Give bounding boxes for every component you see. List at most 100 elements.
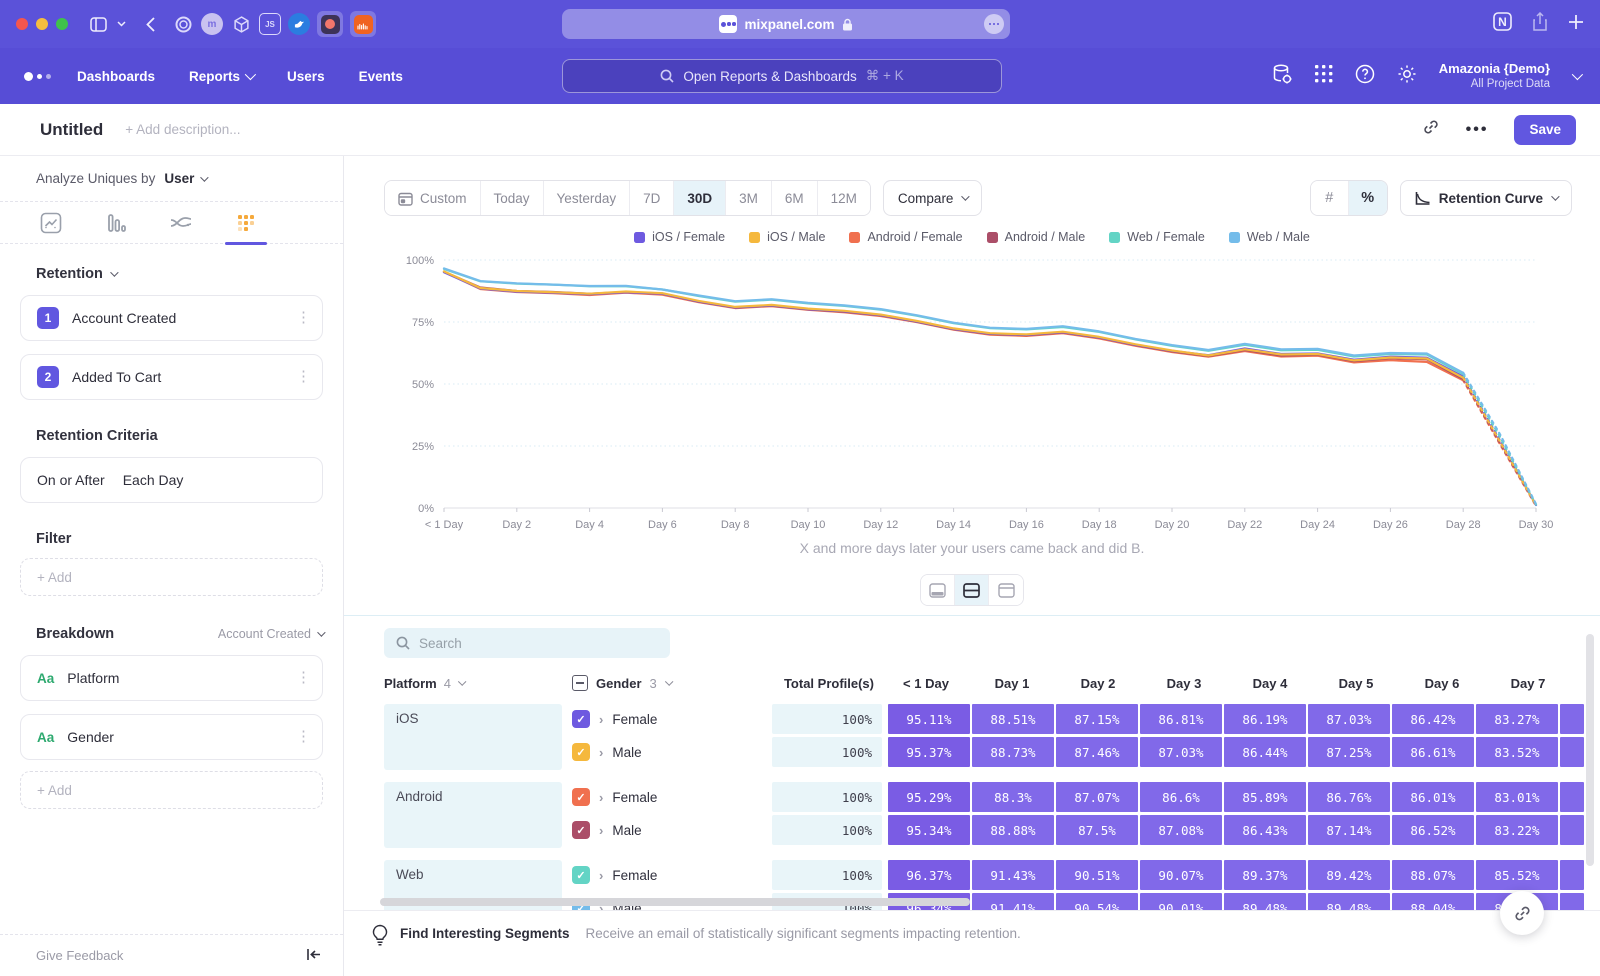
add-filter-button[interactable]: + Add (20, 558, 323, 596)
tab-m-avatar-icon[interactable]: m (201, 13, 223, 35)
view-split-button[interactable] (955, 575, 989, 605)
global-search-input[interactable]: Open Reports & Dashboards ⌘ + K (562, 59, 1002, 93)
retention-section-heading[interactable]: Retention (36, 266, 323, 282)
legend-item[interactable]: iOS / Male (749, 230, 825, 244)
retention-value-cell: 90.07% (1140, 860, 1222, 890)
platform-column-header[interactable]: Platform 4 (384, 676, 572, 691)
url-more-icon[interactable] (984, 14, 1004, 34)
breakdown-platform[interactable]: Aa Platform ⋮ (20, 655, 323, 701)
project-chevron-icon[interactable] (1572, 69, 1583, 80)
tab-red-dot-app-icon[interactable] (317, 11, 343, 37)
expand-row-icon[interactable]: › (599, 868, 603, 883)
back-icon[interactable] (138, 12, 162, 36)
minimize-window-button[interactable] (36, 18, 48, 30)
report-title[interactable]: Untitled (40, 120, 103, 140)
data-management-icon[interactable] (1271, 63, 1293, 90)
series-checkbox[interactable]: ✓ (572, 743, 590, 761)
nav-item-events[interactable]: Events (359, 69, 403, 84)
report-description-field[interactable]: + Add description... (125, 122, 240, 137)
day-column-header: Day 3 (1142, 676, 1226, 691)
nav-item-dashboards[interactable]: Dashboards (77, 69, 155, 84)
settings-gear-icon[interactable] (1397, 64, 1417, 89)
range-6m[interactable]: 6M (772, 181, 818, 215)
tab-funnels[interactable] (95, 202, 137, 244)
tab-insights[interactable] (30, 202, 72, 244)
tab-retention[interactable] (225, 202, 267, 244)
expand-row-icon[interactable]: › (599, 745, 603, 760)
retention-step-1[interactable]: 1 Account Created ⋮ (20, 295, 323, 341)
view-table-only-button[interactable] (989, 575, 1023, 605)
project-switcher[interactable]: Amazonia {Demo} All Project Data (1439, 61, 1550, 92)
breakdown-menu-icon[interactable]: ⋮ (296, 734, 308, 739)
range-7d[interactable]: 7D (630, 181, 674, 215)
give-feedback-link[interactable]: Give Feedback (36, 948, 123, 963)
range-yesterday[interactable]: Yesterday (544, 181, 631, 215)
breakdown-scope-dropdown[interactable]: Account Created (218, 627, 323, 641)
compare-button[interactable]: Compare (883, 180, 983, 216)
legend-item[interactable]: Web / Female (1109, 230, 1205, 244)
tab-javascript-icon[interactable]: JS (259, 13, 281, 35)
share-link-fab[interactable] (1500, 891, 1544, 935)
horizontal-scrollbar[interactable] (380, 898, 970, 906)
tab-cube-icon[interactable] (230, 13, 252, 35)
expand-row-icon[interactable]: › (599, 790, 603, 805)
apps-grid-icon[interactable] (1315, 65, 1333, 88)
analyze-entity-dropdown[interactable]: User (164, 171, 194, 186)
segments-title[interactable]: Find Interesting Segments (400, 926, 570, 941)
collapse-sidebar-icon[interactable] (306, 948, 321, 964)
legend-item[interactable]: Android / Female (849, 230, 962, 244)
step-menu-icon[interactable]: ⋮ (296, 374, 308, 379)
tab-soundcloud-icon[interactable] (350, 11, 376, 37)
range-30d[interactable]: 30D (674, 181, 726, 215)
mixpanel-logo[interactable] (24, 72, 51, 81)
retention-value-cell-partial (1560, 860, 1584, 890)
nav-item-users[interactable]: Users (287, 69, 325, 84)
expand-row-icon[interactable]: › (599, 712, 603, 727)
new-tab-icon[interactable] (1568, 14, 1584, 35)
help-icon[interactable] (1355, 64, 1375, 89)
legend-item[interactable]: iOS / Female (634, 230, 725, 244)
series-checkbox[interactable]: ✓ (572, 821, 590, 839)
browser-sidebar-icon[interactable] (86, 12, 110, 36)
maximize-window-button[interactable] (56, 18, 68, 30)
url-bar[interactable]: mixpanel.com (562, 9, 1010, 39)
legend-item[interactable]: Web / Male (1229, 230, 1310, 244)
save-button[interactable]: Save (1514, 115, 1576, 145)
tab-target-ring-icon[interactable] (172, 13, 194, 35)
range-3m[interactable]: 3M (726, 181, 772, 215)
copy-link-icon[interactable] (1422, 118, 1440, 141)
series-checkbox[interactable]: ✓ (572, 788, 590, 806)
breakdown-gender[interactable]: Aa Gender ⋮ (20, 714, 323, 760)
step-menu-icon[interactable]: ⋮ (296, 315, 308, 320)
nav-item-reports[interactable]: Reports (189, 69, 253, 84)
chevron-down-icon[interactable] (114, 12, 128, 36)
table-search-input[interactable]: Search (384, 628, 670, 658)
notion-extension-icon[interactable]: N (1493, 12, 1512, 36)
criteria-interval-dropdown[interactable]: Each Day (123, 472, 184, 488)
chart-type-dropdown[interactable]: Retention Curve (1400, 180, 1572, 216)
range-custom[interactable]: Custom (385, 181, 481, 215)
tab-blue-bird-icon[interactable] (288, 13, 310, 35)
tab-flows[interactable] (160, 202, 202, 244)
select-all-checkbox[interactable] (572, 675, 588, 691)
gender-label: Male (612, 823, 641, 838)
range-today[interactable]: Today (481, 181, 544, 215)
view-chart-only-button[interactable] (921, 575, 955, 605)
vertical-scrollbar[interactable] (1586, 634, 1594, 866)
format-absolute-button[interactable]: # (1311, 181, 1349, 215)
criteria-mode-dropdown[interactable]: On or After (37, 472, 105, 488)
legend-item[interactable]: Android / Male (987, 230, 1086, 244)
close-window-button[interactable] (16, 18, 28, 30)
expand-row-icon[interactable]: › (599, 823, 603, 838)
retention-criteria-card[interactable]: On or After Each Day (20, 457, 323, 503)
range-12m[interactable]: 12M (818, 181, 870, 215)
series-checkbox[interactable]: ✓ (572, 866, 590, 884)
gender-column-header[interactable]: Gender 3 (572, 675, 772, 691)
share-icon[interactable] (1532, 12, 1548, 36)
more-options-icon[interactable]: ••• (1466, 121, 1489, 139)
format-percent-button[interactable]: % (1349, 181, 1387, 215)
retention-step-2[interactable]: 2 Added To Cart ⋮ (20, 354, 323, 400)
series-checkbox[interactable]: ✓ (572, 710, 590, 728)
add-breakdown-button[interactable]: + Add (20, 771, 323, 809)
breakdown-menu-icon[interactable]: ⋮ (296, 675, 308, 680)
